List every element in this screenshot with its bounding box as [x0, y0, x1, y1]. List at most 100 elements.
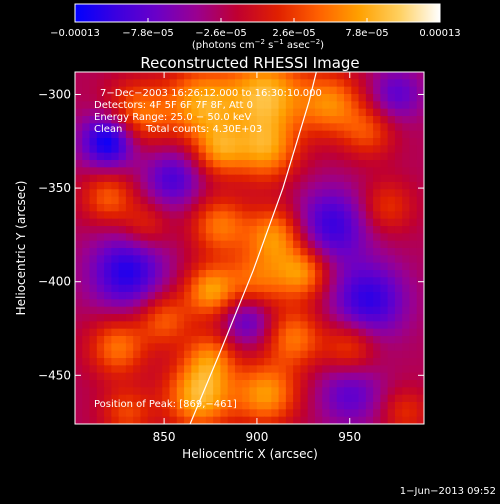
heatmap-cell [344, 299, 352, 308]
heatmap-cell [402, 108, 411, 117]
heatmap-cell [133, 101, 142, 110]
heatmap-cell [227, 108, 236, 117]
heatmap-cell [256, 372, 265, 381]
heatmap-cell [278, 402, 287, 410]
heatmap-cell [205, 387, 214, 396]
heatmap-cell [75, 72, 83, 80]
heatmap-cell [133, 387, 142, 396]
heatmap-cell [402, 321, 411, 330]
heatmap-cell [198, 262, 207, 271]
heatmap-cell [234, 416, 243, 424]
heatmap-cell [271, 402, 280, 410]
heatmap-cell [278, 343, 287, 352]
heatmap-cell [365, 358, 374, 366]
heatmap-cell [162, 387, 171, 396]
heatmap-cell [322, 79, 331, 88]
heatmap-cell [191, 394, 200, 403]
heatmap-cell [307, 321, 316, 330]
heatmap-cell [184, 174, 192, 183]
heatmap-cell [140, 365, 149, 374]
heatmap-cell [75, 336, 83, 344]
heatmap-cell [285, 321, 294, 330]
heatmap-cell [220, 101, 229, 110]
heatmap-cell [213, 284, 222, 293]
heatmap-cell [133, 79, 142, 88]
heatmap-cell [118, 94, 127, 102]
heatmap-cell [125, 350, 134, 359]
heatmap-cell [336, 358, 345, 366]
heatmap-cell [82, 182, 91, 190]
heatmap-cell [256, 204, 265, 212]
heatmap-cell [205, 182, 214, 190]
heatmap-cell [285, 402, 294, 410]
heatmap-cell [213, 321, 222, 330]
heatmap-cell [111, 284, 120, 293]
heatmap-cell [336, 380, 345, 388]
heatmap-cell [198, 343, 207, 352]
heatmap-cell [365, 306, 374, 315]
heatmap-cell [169, 416, 178, 424]
heatmap-cell [380, 372, 389, 381]
heatmap-cell [147, 409, 156, 418]
heatmap-cell [402, 306, 411, 315]
heatmap-cell [125, 72, 134, 80]
heatmap-cell [256, 226, 265, 234]
heatmap-cell [140, 262, 149, 271]
heatmap-cell [125, 292, 134, 300]
heatmap-cell [271, 86, 280, 95]
heatmap-cell [351, 321, 360, 330]
heatmap-cell [111, 336, 120, 344]
heatmap-cell [118, 387, 127, 396]
heatmap-cell [111, 123, 120, 132]
heatmap-cell [89, 240, 98, 249]
heatmap-cell [133, 314, 142, 322]
heatmap-cell [184, 284, 192, 293]
heatmap-cell [329, 72, 338, 80]
heatmap-cell [111, 277, 120, 286]
heatmap-cell [118, 284, 127, 293]
heatmap-cell [75, 328, 83, 337]
heatmap-cell [314, 189, 323, 198]
heatmap-cell [329, 152, 338, 161]
heatmap-cell [147, 270, 156, 278]
heatmap-cell [220, 380, 229, 388]
heatmap-cell [358, 174, 367, 183]
heatmap-cell [104, 372, 112, 381]
heatmap-cell [169, 233, 178, 242]
heatmap-cell [162, 72, 171, 80]
heatmap-cell [358, 306, 367, 315]
heatmap-cell [176, 306, 185, 315]
heatmap-cell [358, 145, 367, 154]
heatmap-cell [147, 416, 156, 424]
heatmap-cell [416, 79, 424, 88]
heatmap-cell [300, 72, 309, 80]
heatmap-cell [322, 167, 331, 176]
heatmap-cell [213, 372, 222, 381]
heatmap-cell [104, 167, 112, 176]
heatmap-cell [154, 72, 163, 80]
heatmap-cell [125, 380, 134, 388]
heatmap-cell [184, 226, 192, 234]
heatmap-cell [344, 204, 352, 212]
heatmap-cell [242, 130, 251, 139]
heatmap-cell [344, 226, 352, 234]
heatmap-cell [82, 277, 91, 286]
heatmap-cell [125, 152, 134, 161]
heatmap-cell [140, 402, 149, 410]
heatmap-cell [278, 211, 287, 220]
heatmap-cell [249, 365, 258, 374]
heatmap-cell [264, 336, 272, 344]
heatmap-cell [402, 270, 411, 278]
heatmap-cell [300, 292, 309, 300]
heatmap-cell [96, 270, 105, 278]
heatmap-cell [125, 255, 134, 264]
heatmap-cell [380, 314, 389, 322]
heatmap-cell [285, 409, 294, 418]
heatmap-cell [358, 402, 367, 410]
heatmap-cell [365, 101, 374, 110]
heatmap-cell [249, 218, 258, 227]
heatmap-cell [380, 152, 389, 161]
heatmap-cell [402, 116, 411, 124]
heatmap-cell [220, 336, 229, 344]
heatmap-cell [278, 416, 287, 424]
